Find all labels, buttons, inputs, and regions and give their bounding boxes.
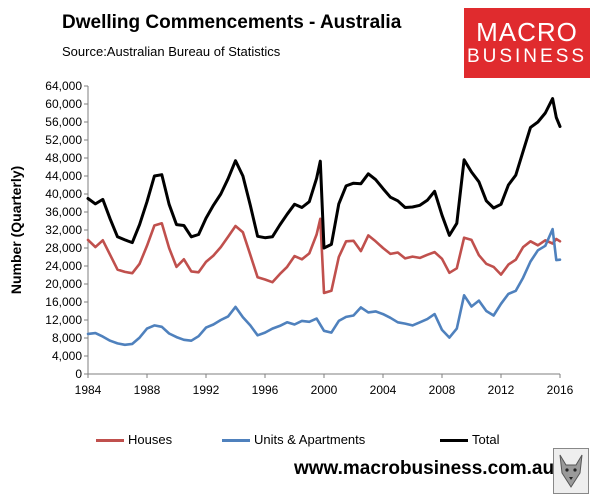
macrobusiness-logo: MACRO BUSINESS bbox=[464, 8, 590, 78]
chart-title: Dwelling Commencements - Australia bbox=[62, 12, 402, 33]
y-axis-title: Number (Quarterly) bbox=[8, 166, 24, 294]
legend-item-units: Units & Apartments bbox=[222, 432, 365, 447]
x-tick-label: 1992 bbox=[193, 383, 220, 397]
x-tick-label: 1988 bbox=[134, 383, 161, 397]
legend-label-total: Total bbox=[472, 432, 500, 447]
y-tick-label: 8,000 bbox=[52, 331, 82, 345]
y-tick-label: 52,000 bbox=[45, 133, 82, 147]
y-tick-label: 56,000 bbox=[45, 115, 82, 129]
x-tick-label: 2008 bbox=[429, 383, 456, 397]
x-tick-label: 2012 bbox=[488, 383, 515, 397]
x-tick-label: 1996 bbox=[252, 383, 279, 397]
y-tick-label: 60,000 bbox=[45, 97, 82, 111]
website-url: www.macrobusiness.com.au bbox=[294, 458, 555, 479]
wolf-icon bbox=[553, 448, 589, 494]
legend-swatch-total bbox=[440, 439, 468, 443]
series-line-units-apartments bbox=[86, 227, 562, 347]
y-tick-label: 44,000 bbox=[45, 169, 82, 183]
logo-line-2: BUSINESS bbox=[466, 46, 588, 67]
series-line-total bbox=[86, 97, 562, 250]
y-tick-label: 64,000 bbox=[45, 79, 82, 93]
logo-line-1: MACRO bbox=[476, 17, 578, 47]
x-tick-label: 1984 bbox=[75, 383, 102, 397]
y-tick-label: 28,000 bbox=[45, 241, 82, 255]
legend-item-houses: Houses bbox=[96, 432, 172, 447]
y-tick-label: 12,000 bbox=[45, 313, 82, 327]
series-line-houses bbox=[86, 217, 562, 295]
x-tick-label: 2000 bbox=[311, 383, 338, 397]
legend-swatch-houses bbox=[96, 439, 124, 443]
y-tick-label: 24,000 bbox=[45, 259, 82, 273]
legend-label-houses: Houses bbox=[128, 432, 173, 447]
y-tick-label: 36,000 bbox=[45, 205, 82, 219]
y-tick-label: 48,000 bbox=[45, 151, 82, 165]
x-tick-label: 2004 bbox=[370, 383, 397, 397]
legend-swatch-units bbox=[222, 439, 250, 443]
y-tick-label: 20,000 bbox=[45, 277, 82, 291]
legend-label-units: Units & Apartments bbox=[254, 432, 366, 447]
y-tick-label: 16,000 bbox=[45, 295, 82, 309]
x-tick-label: 2016 bbox=[547, 383, 574, 397]
y-tick-label: 32,000 bbox=[45, 223, 82, 237]
y-tick-label: 0 bbox=[75, 367, 82, 381]
chart-source: Source:Australian Bureau of Statistics bbox=[62, 44, 281, 59]
legend-item-total: Total bbox=[440, 432, 499, 447]
y-tick-label: 40,000 bbox=[45, 187, 82, 201]
y-tick-label: 4,000 bbox=[52, 349, 82, 363]
